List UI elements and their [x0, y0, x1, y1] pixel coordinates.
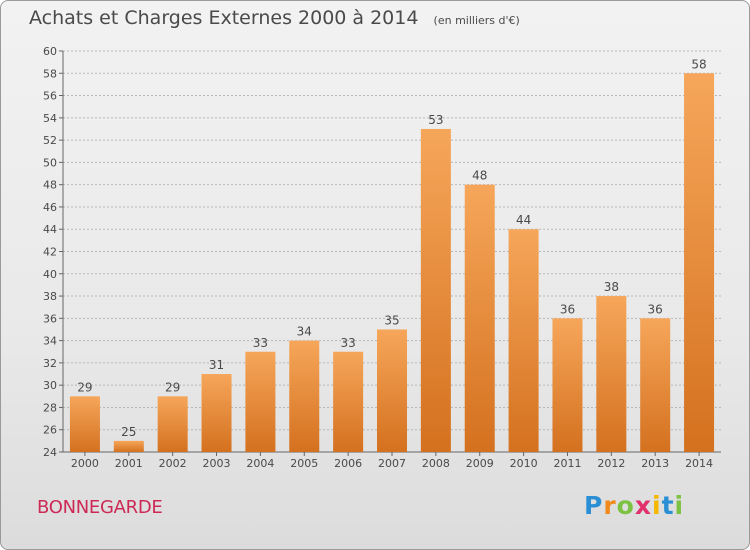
- data-label-2006: 33: [340, 336, 355, 350]
- x-tick-label: 2007: [378, 457, 406, 470]
- logo-letter: P: [584, 491, 604, 520]
- bar-2008: [420, 128, 451, 452]
- x-tick-label: 2008: [422, 457, 450, 470]
- data-label-2007: 35: [384, 313, 399, 327]
- data-label-2001: 25: [121, 425, 136, 439]
- y-tick-label: 42: [43, 246, 57, 259]
- x-tick-label: 2003: [203, 457, 231, 470]
- bar-2003: [201, 374, 232, 452]
- x-tick-label: 2001: [115, 457, 143, 470]
- x-tick-label: 2002: [159, 457, 187, 470]
- y-tick-label: 50: [43, 156, 57, 169]
- bar-2002: [157, 396, 188, 452]
- proxiti-logo: Proxiti: [584, 491, 684, 520]
- y-tick-label: 46: [43, 201, 57, 214]
- x-tick-label: 2005: [290, 457, 318, 470]
- data-label-2014: 58: [691, 57, 706, 71]
- y-tick-label: 48: [43, 179, 57, 192]
- logo-letter: i: [674, 491, 685, 520]
- x-tick-label: 2013: [641, 457, 669, 470]
- data-label-2013: 36: [648, 302, 663, 316]
- data-label-2003: 31: [209, 358, 224, 372]
- bar-2012: [596, 296, 627, 452]
- x-tick-label: 2004: [246, 457, 274, 470]
- chart-subtitle: (en milliers d'€): [433, 14, 520, 27]
- bar-2011: [552, 318, 583, 452]
- logo-letter: t: [661, 491, 675, 520]
- bar-2010: [508, 229, 539, 452]
- x-tick-label: 2000: [71, 457, 99, 470]
- x-tick-label: 2009: [466, 457, 494, 470]
- x-tick-label: 2010: [510, 457, 538, 470]
- x-tick-label: 2006: [334, 457, 362, 470]
- title-line: Achats et Charges Externes 2000 à 2014 (…: [29, 7, 520, 29]
- y-tick-label: 56: [43, 90, 57, 103]
- data-label-2002: 29: [165, 380, 180, 394]
- data-label-2004: 33: [253, 336, 268, 350]
- bar-2005: [289, 340, 320, 452]
- bar-2014: [684, 73, 715, 453]
- data-label-2010: 44: [516, 213, 531, 227]
- y-tick-label: 60: [43, 45, 57, 58]
- commune-name: BONNEGARDE: [37, 497, 163, 518]
- y-tick-label: 34: [43, 335, 57, 348]
- logo-letter: o: [616, 491, 635, 520]
- y-tick-label: 24: [43, 446, 57, 459]
- bar-2001: [113, 440, 144, 452]
- bar-2006: [333, 351, 364, 452]
- bar-2000: [69, 396, 100, 452]
- y-tick-label: 32: [43, 357, 57, 370]
- y-tick-label: 38: [43, 290, 57, 303]
- data-label-2012: 38: [604, 280, 619, 294]
- bar-2009: [464, 184, 495, 452]
- logo-letter: r: [603, 491, 617, 520]
- y-tick-label: 28: [43, 401, 57, 414]
- logo-letter: i: [652, 491, 662, 520]
- y-tick-label: 40: [43, 268, 57, 281]
- x-tick-label: 2011: [553, 457, 581, 470]
- data-label-2008: 53: [428, 113, 443, 127]
- logo-letter: x: [634, 491, 652, 520]
- data-label-2000: 29: [77, 380, 92, 394]
- data-label-2005: 34: [297, 325, 312, 339]
- x-tick-label: 2014: [685, 457, 713, 470]
- data-label-2009: 48: [472, 169, 487, 183]
- data-label-2011: 36: [560, 302, 575, 316]
- y-tick-label: 52: [43, 134, 57, 147]
- bar-2004: [245, 351, 276, 452]
- y-tick-label: 36: [43, 312, 57, 325]
- bar-2007: [377, 329, 407, 452]
- bar-2013: [640, 318, 671, 452]
- x-tick-label: 2012: [597, 457, 625, 470]
- chart-title: Achats et Charges Externes 2000 à 2014: [29, 7, 419, 29]
- y-tick-label: 58: [43, 67, 57, 80]
- y-tick-label: 44: [43, 223, 57, 236]
- y-tick-label: 54: [43, 112, 57, 125]
- y-tick-label: 26: [43, 424, 57, 437]
- y-tick-label: 30: [43, 379, 57, 392]
